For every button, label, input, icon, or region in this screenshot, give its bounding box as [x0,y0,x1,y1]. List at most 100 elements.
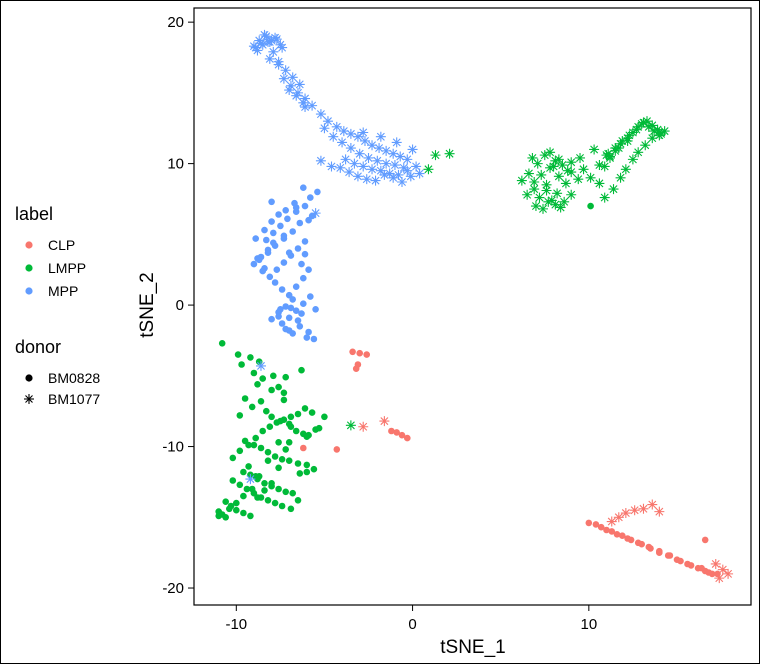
point-clp-bm0828 [356,349,364,357]
point-mpp-bm1077 [268,46,279,57]
point-mpp-bm1077 [405,171,416,182]
point-lmpp-bm1077 [613,143,624,154]
point-lmpp-bm0828 [240,509,247,517]
point-mpp-bm1077 [372,155,383,166]
point-lmpp-bm1077 [627,154,638,165]
point-mpp-bm1077 [294,79,305,90]
point-mpp-bm1077 [335,162,346,173]
point-lmpp-bm0828 [263,407,270,415]
point-mpp-bm1077 [245,474,256,485]
point-lmpp-bm1077 [550,199,561,210]
point-mpp-bm1077 [381,145,392,156]
point-mpp-bm1077 [384,168,395,179]
point-mpp-bm0828 [296,219,304,227]
point-clp-bm0828 [666,552,674,559]
point-lmpp-bm1077 [647,133,658,144]
point-mpp-bm1077 [254,35,265,46]
point-mpp-bm1077 [414,168,425,179]
point-mpp-bm1077 [402,165,413,176]
point-mpp-bm0828 [296,323,304,330]
point-mpp-bm0828 [307,293,314,300]
point-mpp-bm1077 [381,158,392,169]
point-clp-bm0828 [645,543,653,551]
point-lmpp-bm1077 [541,179,552,190]
point-mpp-bm1077 [407,144,418,155]
point-lmpp-bm0828 [292,427,300,435]
point-mpp-bm1077 [379,169,390,180]
point-mpp-bm1077 [344,167,355,178]
point-clp-bm0828 [597,523,605,531]
point-mpp-bm0828 [298,310,305,317]
point-lmpp-bm0828 [264,448,272,456]
point-clp-bm1077 [647,499,658,510]
point-mpp-bm0828 [300,184,307,191]
point-lmpp-bm1077 [617,135,628,146]
legend-key-mpp [25,287,33,295]
point-lmpp-bm0828 [273,419,281,426]
point-mpp-bm0828 [307,194,314,201]
legend-key-bm1077 [24,394,34,404]
point-lmpp-bm0828 [241,395,249,402]
point-mpp-bm0828 [270,239,277,247]
point-mpp-bm1077 [370,175,381,186]
point-mpp-bm0828 [261,265,268,272]
point-lmpp-bm1077 [566,157,577,168]
point-clp-bm1077 [638,503,649,514]
point-clp-bm0828 [656,547,663,555]
point-clp-bm0828 [698,564,705,572]
plot-panel [193,7,752,606]
point-clp-bm1077 [613,512,624,523]
point-mpp-bm1077 [411,161,422,172]
point-lmpp-bm0828 [315,424,323,432]
point-lmpp-bm1077 [543,196,554,207]
point-lmpp-bm1077 [557,160,568,171]
point-lmpp-bm1077 [529,184,540,195]
legend-label-mpp: MPP [48,283,78,299]
point-lmpp-bm0828 [303,433,311,441]
point-lmpp-bm0828 [278,456,286,463]
y-tick-label: -20 [162,580,184,597]
point-lmpp-bm0828 [310,465,318,473]
point-lmpp-bm0828 [287,413,295,421]
point-lmpp-bm0828 [268,480,275,487]
point-mpp-bm0828 [266,273,274,281]
point-mpp-bm1077 [340,154,351,165]
point-lmpp-bm0828 [264,457,272,465]
point-mpp-bm0828 [301,250,309,258]
point-lmpp-bm1077 [647,120,658,131]
point-lmpp-bm0828 [289,489,297,497]
point-mpp-bm1077 [250,42,261,53]
point-mpp-bm1077 [277,42,288,53]
point-mpp-bm1077 [345,143,356,154]
point-lmpp-bm0828 [294,497,302,504]
point-lmpp-bm0828 [287,505,295,513]
point-clp-bm0828 [634,539,642,547]
point-clp-bm1077 [358,421,369,432]
point-clp-bm0828 [592,521,600,528]
point-mpp-bm0828 [305,328,312,336]
point-mpp-bm0828 [270,229,277,237]
point-lmpp-bm0828 [271,499,279,507]
point-lmpp-bm1077 [529,177,540,188]
point-clp-bm0828 [300,444,307,452]
point-mpp-bm1077 [326,161,337,172]
point-lmpp-bm1077 [636,119,647,130]
point-lmpp-bm0828 [247,512,254,520]
point-mpp-bm0828 [273,266,281,274]
point-lmpp-bm1077 [566,189,577,200]
point-mpp-bm1077 [280,65,291,76]
point-lmpp-bm0828 [261,487,268,494]
point-mpp-bm1077 [292,87,303,98]
point-lmpp-bm0828 [271,453,279,460]
point-lmpp-bm0828 [280,416,288,424]
point-lmpp-bm1077 [560,178,571,189]
point-lmpp-bm1077 [562,165,573,176]
point-lmpp-bm1077 [643,121,654,132]
point-lmpp-bm0828 [233,499,240,507]
point-lmpp-bm0828 [264,497,272,504]
x-tick-label: -10 [225,616,247,633]
point-lmpp-bm0828 [257,398,265,405]
point-lmpp-bm0828 [248,403,256,411]
point-lmpp-bm0828 [240,468,247,476]
